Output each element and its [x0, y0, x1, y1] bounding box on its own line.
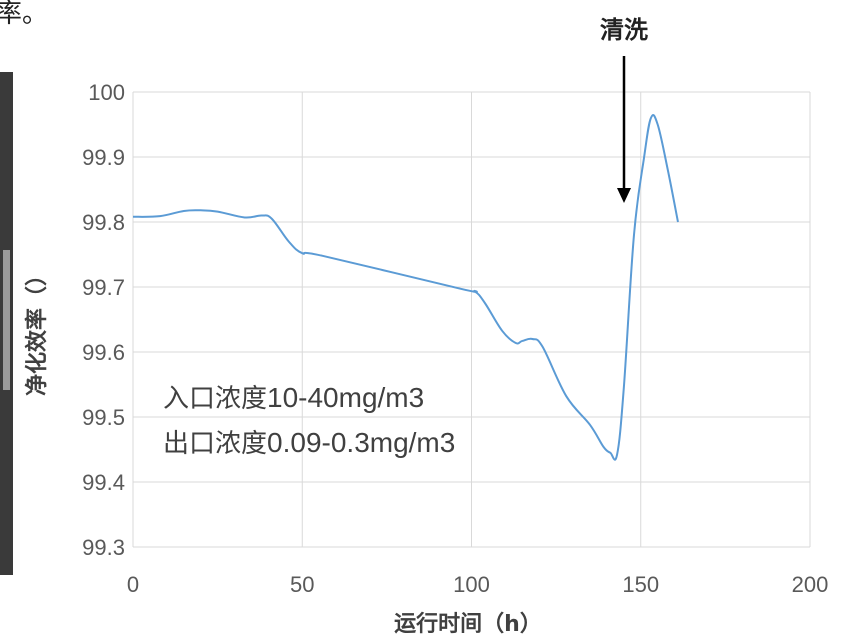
annotation-inlet: 入口浓度10-40mg/m3 — [163, 382, 424, 414]
x-tick-label: 200 — [792, 572, 829, 597]
y-tick-label: 99.6 — [82, 340, 125, 365]
page-text-fragment: 率。 — [0, 0, 48, 29]
annotation-outlet-value: 0.09-0.3mg/m3 — [267, 427, 455, 458]
series-group — [132, 114, 679, 461]
y-tick-label: 100 — [88, 80, 125, 105]
annotation-outlet: 出口浓度0.09-0.3mg/m3 — [163, 427, 455, 459]
annotation-inlet-value: 10-40mg/m3 — [267, 382, 424, 413]
y-axis-title: 净化效率（） — [24, 264, 50, 396]
x-tick-label: 0 — [127, 572, 139, 597]
y-tick-label: 99.4 — [82, 470, 125, 495]
x-tick-label: 150 — [622, 572, 659, 597]
gridlines — [132, 91, 811, 548]
x-tick-label: 100 — [453, 572, 490, 597]
cleaning-label: 清洗 — [600, 16, 648, 44]
y-tick-label: 99.8 — [82, 210, 125, 235]
y-tick-labels: 99.3 99.4 99.5 99.6 99.7 99.8 99.9 100 — [82, 80, 125, 560]
annotation-outlet-prefix: 出口浓度 — [163, 429, 267, 459]
y-tick-label: 99.7 — [82, 275, 125, 300]
x-tick-labels: 0 50 100 150 200 — [127, 572, 828, 597]
x-axis-title: 运行时间（h） — [394, 611, 542, 637]
x-tick-label: 50 — [290, 572, 314, 597]
left-photo-highlight — [3, 250, 10, 390]
y-tick-label: 99.5 — [82, 405, 125, 430]
y-tick-label: 99.3 — [82, 535, 125, 560]
efficiency-line — [132, 114, 679, 461]
y-tick-label: 99.9 — [82, 145, 125, 170]
cleaning-arrow-head — [617, 188, 631, 203]
annotation-inlet-prefix: 入口浓度 — [163, 384, 267, 414]
